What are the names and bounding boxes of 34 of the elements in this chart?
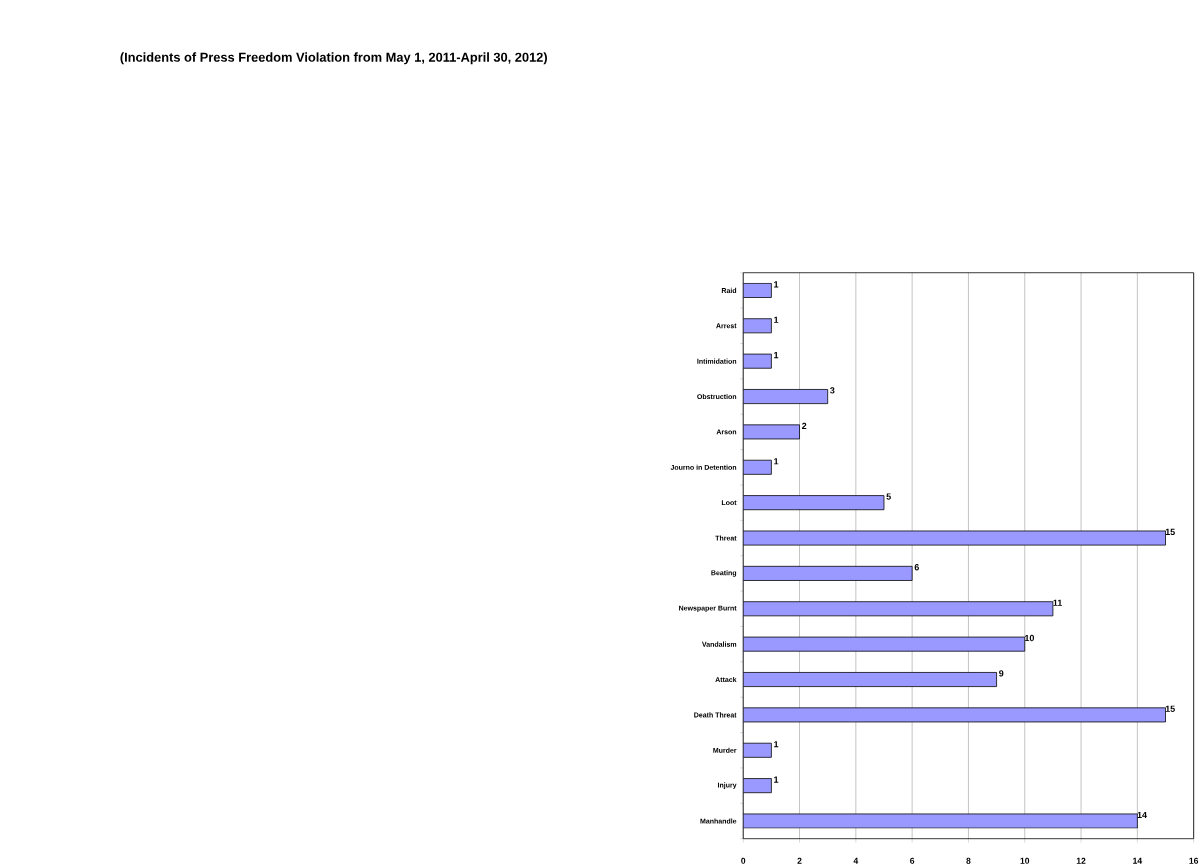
bar [743, 494, 885, 510]
data-label: 9 [999, 670, 1004, 677]
data-label: 3 [830, 387, 835, 394]
bar [743, 565, 913, 581]
bar [743, 424, 800, 440]
bar [743, 601, 1054, 617]
bar [743, 707, 1166, 723]
data-label: 11 [1053, 599, 1063, 606]
x-tick-label: 8 [966, 857, 971, 864]
x-tick-label: 16 [1189, 857, 1199, 864]
data-label: 15 [1165, 528, 1175, 535]
data-label: 1 [774, 316, 779, 323]
data-label: 15 [1165, 705, 1175, 712]
bar [743, 671, 997, 687]
text: (Incidents of Press Freedom Violation from May 1, 2011-April 30, 2012) [120, 52, 547, 65]
x-tick-label: 2 [797, 857, 802, 864]
x-tick-label: 0 [741, 857, 746, 864]
data-label: 2 [802, 422, 807, 429]
data-label: 1 [774, 281, 779, 288]
data-label: 1 [774, 351, 779, 358]
data-label: 1 [774, 776, 779, 783]
x-tick-label: 14 [1133, 857, 1143, 864]
x-tick-label: 4 [853, 857, 859, 864]
data-label: 14 [1137, 811, 1147, 818]
x-tick-label: 6 [910, 857, 915, 864]
data-label: 1 [774, 457, 779, 465]
x-tick-label: 12 [1076, 857, 1086, 864]
bar [743, 636, 1026, 652]
data-label: 10 [1025, 634, 1035, 641]
data-label: 6 [914, 563, 919, 571]
x-tick-label: 10 [1020, 857, 1030, 864]
bar [743, 388, 829, 404]
data-label: 1 [774, 740, 779, 748]
data-label: 5 [886, 493, 891, 500]
